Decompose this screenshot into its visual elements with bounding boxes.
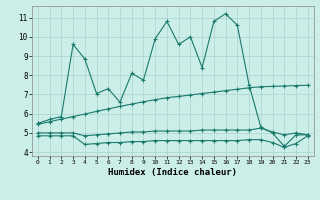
X-axis label: Humidex (Indice chaleur): Humidex (Indice chaleur) [108, 168, 237, 177]
